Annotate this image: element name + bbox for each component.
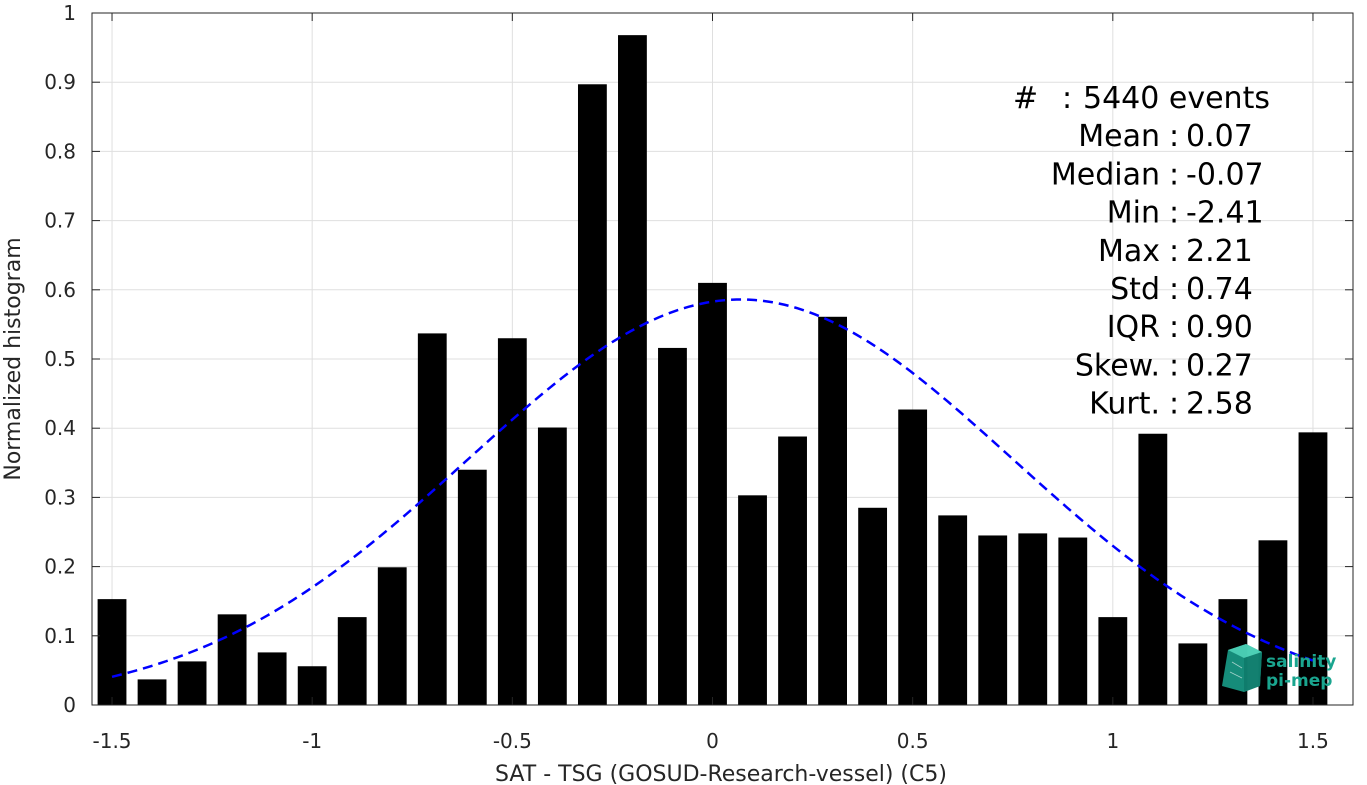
histogram-bar [858,507,888,705]
histogram-bar [1178,643,1208,705]
y-tick-label: 0.9 [44,70,76,94]
stat-separator: : [1169,196,1179,231]
gaussian-fit-curve [111,298,1314,679]
histogram-bar [177,661,207,705]
stat-separator: : [1169,348,1179,383]
histogram-bar [1098,617,1128,705]
stat-value: 0.07 [1186,119,1253,154]
y-tick-label: 0 [63,693,76,717]
logo-text-line1: salinity [1266,652,1336,672]
histogram-bar [257,652,287,705]
stat-separator: : [1169,157,1179,192]
histogram-bar [738,495,767,705]
stat-value: 0.27 [1186,348,1253,383]
histogram-bar [618,35,647,706]
histogram-bar [217,614,247,705]
axis-ticks [92,12,1353,706]
stat-value: -0.07 [1186,157,1264,192]
y-tick-labels: 0 0.1 0.2 0.3 0.4 0.5 0.6 0.7 0.8 0.9 1 [44,1,76,717]
x-axis-label: SAT - TSG (GOSUD-Research-vessel) (C5) [495,762,947,785]
stat-label: Skew. [1075,348,1160,383]
stat-label: Kurt. [1089,387,1160,422]
histogram-bar [1058,537,1088,705]
histogram-bar [698,282,727,705]
histogram-bar [457,469,487,705]
histogram-bar [978,535,1008,705]
x-tick-label: -0.5 [493,729,532,753]
histogram-bar [898,409,928,705]
histogram-bar [97,599,127,705]
x-tick-label: 1 [1106,729,1119,753]
histogram-bar [537,427,567,705]
histogram-bar [417,333,447,705]
x-tick-labels: -1.5 -1 -0.5 0 0.5 1 1.5 [93,729,1329,753]
stat-separator: : [1169,119,1179,154]
logo-text-line2: pi-mep [1266,671,1332,691]
histogram-bar [818,316,847,705]
histogram-bar [1018,533,1048,705]
x-tick-label: 0 [706,729,719,753]
salinity-pi-mep-logo: salinity pi-mep [1222,644,1336,692]
y-tick-label: 1 [63,1,76,25]
y-axis-label: Normalized histogram [1,237,26,480]
histogram-bar [337,617,367,705]
stat-label: Max [1098,234,1160,269]
stat-label: # [1013,81,1038,116]
stat-value: 0.90 [1186,310,1253,345]
y-tick-label: 0.7 [44,209,76,233]
stat-separator: : [1169,234,1179,269]
x-tick-label: -1.5 [93,729,132,753]
stat-label: Min [1107,196,1160,231]
y-tick-label: 0.8 [44,139,76,163]
stat-value: 2.21 [1186,234,1253,269]
stat-label: Std [1110,272,1160,307]
cube-icon [1222,644,1262,692]
histogram-bar [1258,540,1288,705]
histogram-bar [577,84,607,705]
stat-separator: : [1169,272,1179,307]
stat-label: IQR [1107,310,1160,345]
histogram-bar [778,436,807,705]
stat-label: Mean [1078,119,1160,154]
stat-value: -2.41 [1186,196,1264,231]
y-tick-label: 0.1 [44,624,76,648]
histogram-bar [938,515,968,705]
x-tick-label: 1.5 [1297,729,1329,753]
stat-value: 5440 events [1083,81,1270,116]
x-tick-label: 0.5 [897,729,929,753]
x-tick-label: -1 [302,729,322,753]
histogram-bar [137,679,167,705]
stat-label: Median [1051,157,1160,192]
y-tick-label: 0.2 [44,555,76,579]
histogram-bar [497,338,527,705]
y-tick-label: 0.4 [44,416,76,440]
y-tick-label: 0.6 [44,278,76,302]
stat-value: 0.74 [1186,272,1253,307]
histogram-bar [658,347,687,705]
y-tick-label: 0.3 [44,485,76,509]
stat-separator: : [1062,81,1072,116]
stat-separator: : [1169,387,1179,422]
stat-separator: : [1169,310,1179,345]
histogram-bar [377,567,407,705]
stat-value: 2.58 [1186,387,1253,422]
bar-series [97,35,1328,706]
y-tick-label: 0.5 [44,347,76,371]
